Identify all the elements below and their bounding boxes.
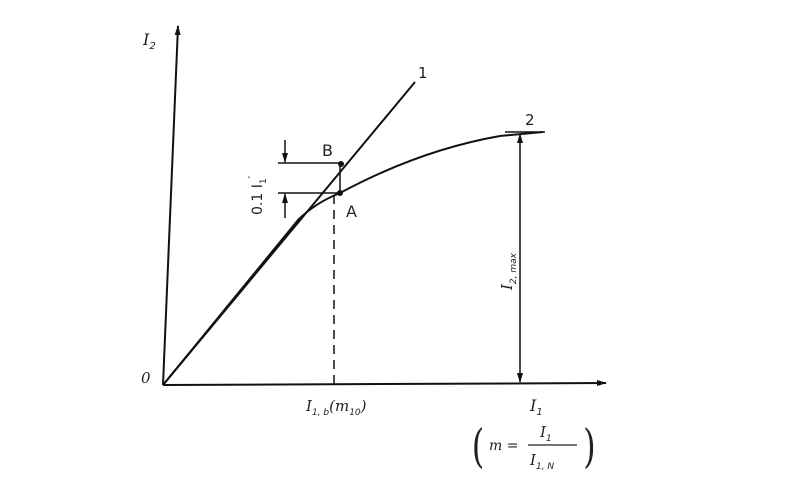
svg-text:m =: m =	[489, 438, 518, 454]
point-a-label: A	[346, 202, 357, 221]
x-axis-label: I1	[529, 396, 543, 418]
origin-label: 0	[141, 369, 151, 387]
m-formula: ( m = I1 I1, N )	[472, 420, 596, 473]
x-axis	[162, 380, 607, 387]
curve-2-label: 2	[525, 111, 535, 129]
delta-label: 0.1 I1′	[246, 175, 269, 215]
svg-text:I1: I1	[539, 423, 552, 444]
point-b-label: B	[322, 141, 333, 160]
curve-1-label: 1	[418, 64, 428, 82]
curve-2-saturation	[162, 131, 544, 386]
svg-text:(: (	[472, 420, 485, 473]
svg-text:): )	[583, 420, 596, 473]
imax-label: I2, max	[498, 252, 519, 291]
point-b	[338, 161, 344, 167]
y-axis	[162, 25, 181, 386]
y-axis-label: I2	[142, 30, 156, 52]
ib-label: I1, b(m10)	[305, 397, 367, 418]
svg-text:I1, N: I1, N	[529, 451, 554, 472]
point-a	[337, 190, 343, 196]
